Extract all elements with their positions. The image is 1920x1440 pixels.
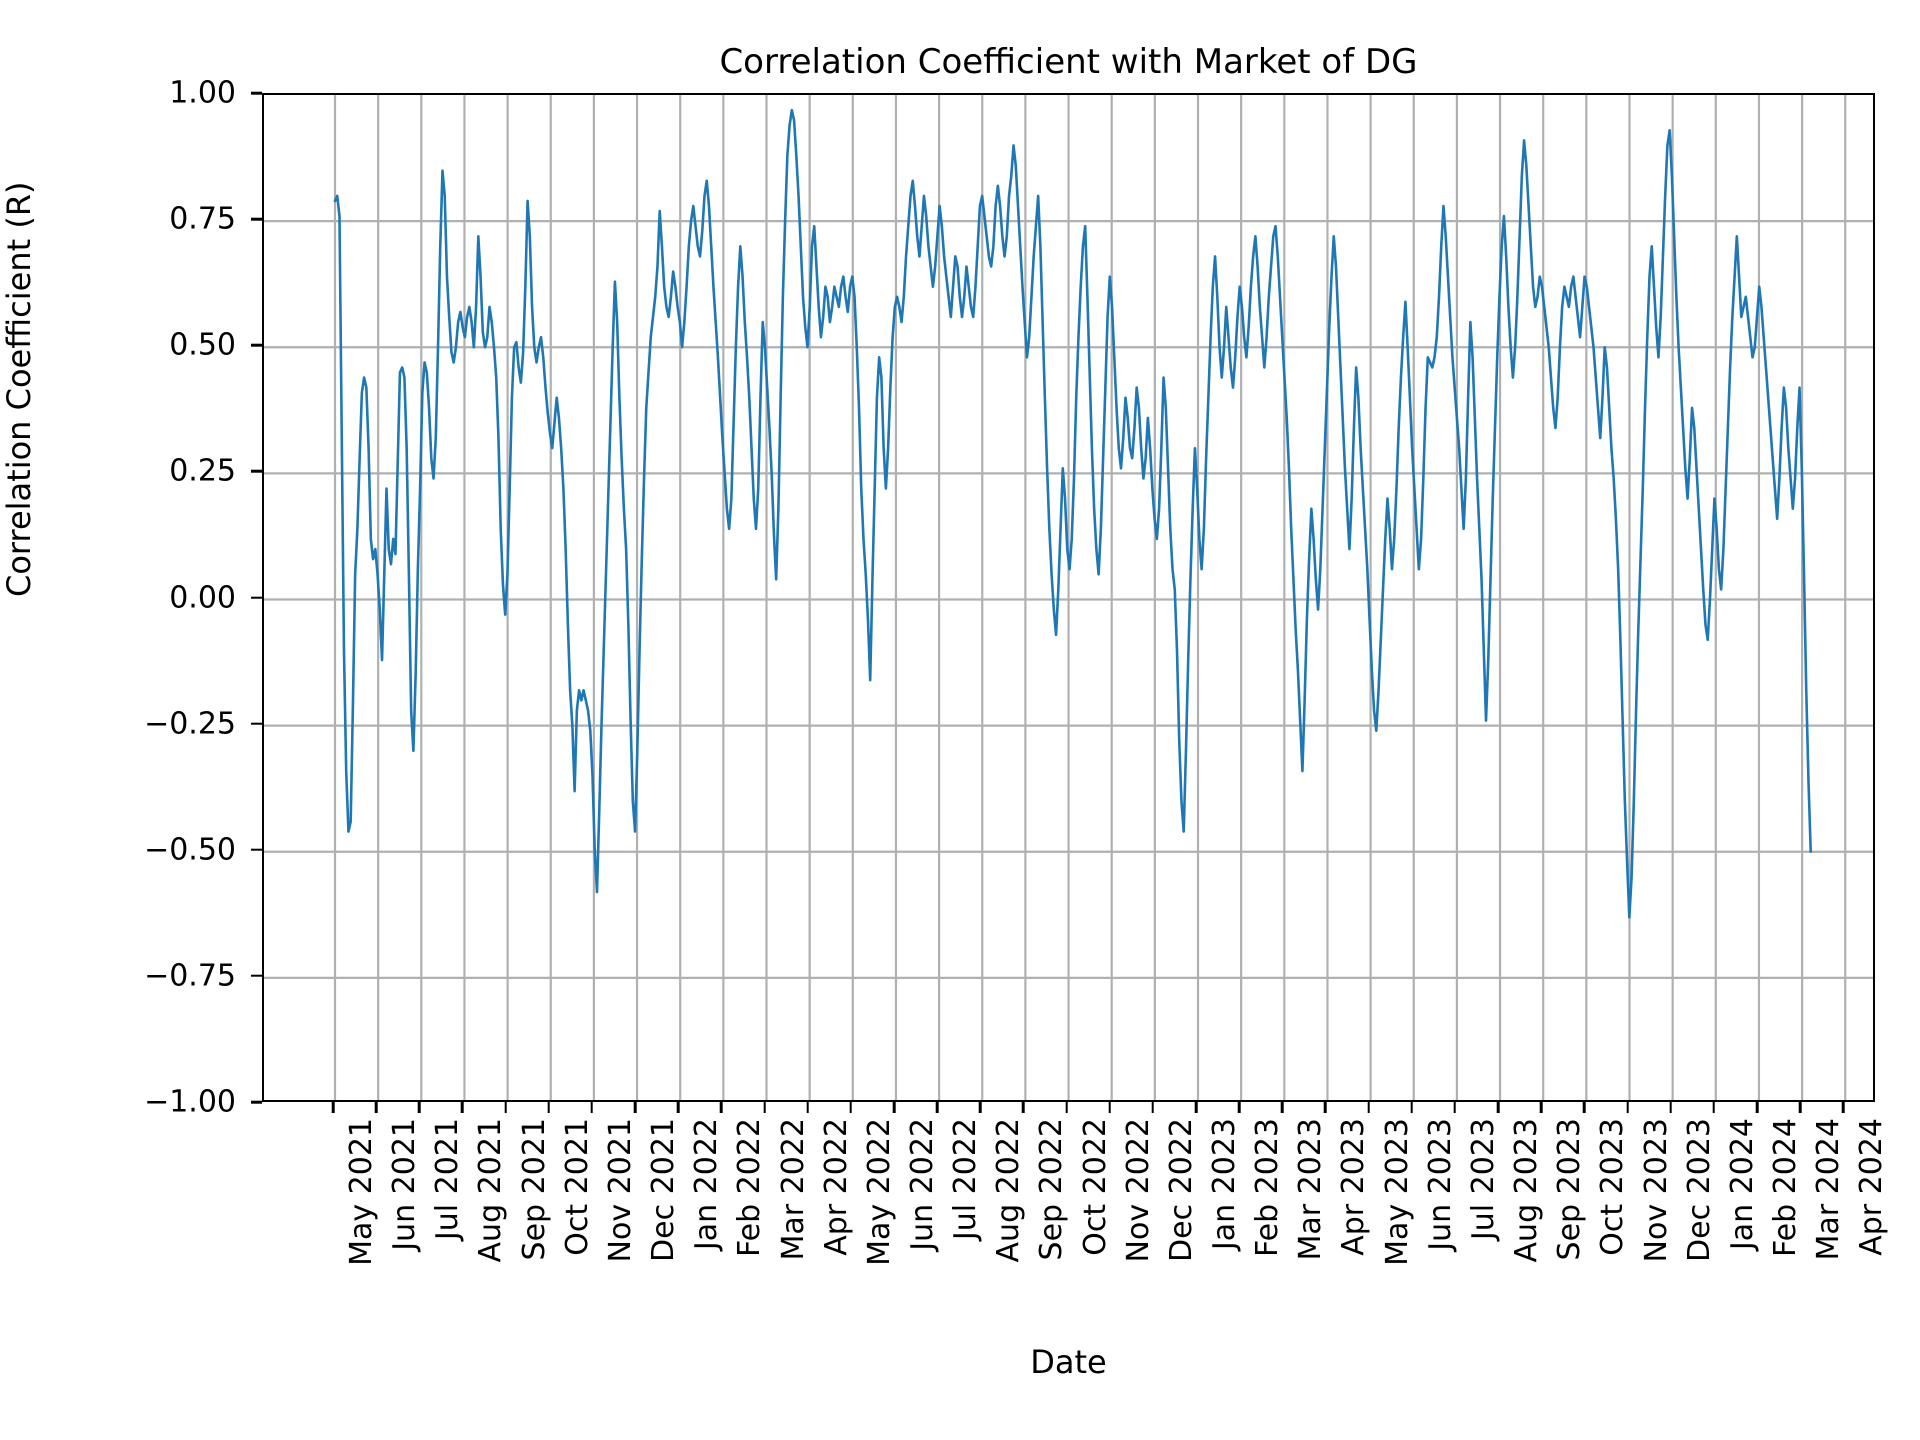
x-axis-tick-label: May 2022 [861,1118,897,1266]
x-axis-tick-mark [1841,1102,1845,1113]
x-axis-tick-label: Aug 2022 [991,1118,1027,1263]
x-axis-tick-label: Jan 2024 [1724,1118,1760,1251]
x-axis-tick-mark [374,1102,378,1113]
y-axis-tick-mark [251,974,262,978]
y-axis-tick-label: 0.00 [169,580,236,615]
y-axis-tick-mark [251,343,262,347]
x-axis-tick-mark [1194,1102,1198,1113]
x-axis-tick-mark [633,1102,637,1113]
x-axis-tick-label: Apr 2022 [818,1118,854,1256]
x-axis-tick-label: May 2021 [344,1118,379,1266]
x-axis-tick-label: May 2023 [1379,1118,1415,1266]
x-axis-tick-label: Jun 2021 [387,1118,423,1251]
x-axis-tick-mark [720,1102,723,1113]
x-axis-tick-label: Sep 2022 [1034,1118,1070,1261]
x-axis-tick-mark [1410,1102,1414,1113]
x-axis-tick-label: Dec 2022 [1163,1118,1199,1262]
x-axis-tick-mark [1151,1102,1155,1113]
x-axis-tick-mark [935,1102,939,1113]
x-axis-tick-label: Nov 2021 [602,1118,638,1263]
x-axis-tick-label: Sep 2023 [1552,1118,1588,1261]
x-axis-tick-label: Dec 2023 [1681,1118,1717,1262]
x-axis-tick-mark [1583,1102,1586,1113]
y-axis-tick-label: 0.25 [169,453,236,489]
x-axis-title: Date [1030,1343,1107,1381]
x-axis-tick-mark [1022,1102,1025,1113]
y-axis-tick-mark [251,1100,262,1104]
y-axis-tick-mark [251,217,262,221]
y-axis-tick-label: −0.50 [144,832,236,868]
x-axis-tick-mark [1108,1102,1111,1113]
x-axis-tick-label: Jun 2023 [1422,1118,1458,1251]
x-axis-tick-mark [978,1102,982,1113]
x-axis-tick-label: Sep 2021 [516,1118,552,1261]
y-axis-tick-label: −1.00 [144,1084,236,1120]
correlation-line-series [333,108,1813,919]
horizontal-gridlines [264,220,1873,979]
y-axis-tick-mark [251,470,262,473]
x-axis-tick-label: Aug 2023 [1509,1118,1545,1263]
x-axis-tick-mark [1798,1102,1802,1113]
x-axis-tick-label: Mar 2022 [775,1118,811,1261]
y-axis-tick-label: −0.25 [144,706,236,742]
plot-svg [264,95,1873,1100]
x-axis-tick-mark [849,1102,853,1113]
y-axis-tick-mark [251,596,262,599]
x-axis-tick-mark [806,1102,809,1113]
x-axis-tick-label: Oct 2022 [1077,1118,1113,1256]
y-axis-tick-label: −0.75 [144,958,236,994]
x-axis-tick-label: Feb 2023 [1250,1118,1286,1257]
x-axis-tick-mark [1626,1102,1629,1113]
x-axis-tick-mark [1237,1102,1241,1113]
x-axis-tick-label: Dec 2021 [646,1118,682,1262]
x-axis-tick-mark [1453,1102,1457,1113]
x-axis-tick-mark [1367,1102,1370,1113]
x-axis-tick-label: Jun 2022 [904,1118,940,1251]
y-axis-tick-labels: 1.00 0.75 0.50 0.25 0.00 −0.25 −0.50 −0.75 −1.00 [0,0,242,1440]
x-axis-tick-label: Mar 2024 [1811,1118,1847,1261]
x-axis-tick-mark [1281,1102,1284,1113]
y-axis-tick-label: 0.75 [169,201,236,237]
x-axis-tick-label: Mar 2023 [1293,1118,1329,1261]
x-axis-tick-mark [892,1102,896,1113]
x-axis-tick-mark [1496,1102,1500,1113]
y-axis-tick-mark [251,722,262,725]
chart-title: Correlation Coefficient with Market of D… [719,42,1418,82]
x-axis-tick-mark [1324,1102,1327,1113]
x-axis-tick-label: Jul 2021 [430,1118,466,1241]
x-axis-tick-label: Apr 2024 [1854,1118,1890,1256]
x-axis-tick-label: Oct 2023 [1595,1118,1631,1256]
x-axis-tick-mark [547,1102,551,1113]
y-axis-tick-label: 0.50 [169,327,236,363]
x-axis-tick-label: Jan 2023 [1207,1118,1242,1251]
x-axis-tick-mark [590,1102,594,1113]
x-axis-tick-label: Jan 2022 [689,1118,725,1251]
x-axis-tick-label: Nov 2022 [1120,1118,1156,1263]
x-axis-tick-mark [461,1102,464,1113]
x-axis-tick-label: Oct 2021 [559,1118,595,1256]
x-axis-tick-mark [504,1102,507,1113]
x-axis-tick-label: Apr 2023 [1336,1118,1372,1256]
x-axis-tick-label: Jul 2022 [948,1118,984,1241]
x-axis-tick-label: Jul 2023 [1465,1118,1501,1241]
x-axis-tick-mark [1539,1102,1543,1113]
x-axis-tick-label: Feb 2022 [732,1118,768,1257]
x-axis-tick-mark [1669,1102,1672,1113]
x-axis-tick-label: Nov 2023 [1638,1118,1674,1263]
x-axis-tick-mark [763,1102,766,1113]
y-axis-tick-mark [251,91,262,95]
x-axis-tick-mark [418,1102,421,1113]
y-axis-tick-label: 1.00 [169,75,236,111]
x-axis-tick-label: Aug 2021 [473,1118,509,1263]
vertical-gridlines [333,95,1847,1100]
x-axis-tick-mark [1712,1102,1716,1113]
plot-area [262,93,1875,1102]
x-axis-tick-mark [1065,1102,1068,1113]
x-axis-tick-mark [331,1102,335,1113]
y-axis-tick-mark [251,848,262,852]
x-axis-tick-label: Feb 2024 [1767,1118,1803,1257]
x-axis-tick-mark [676,1102,680,1113]
x-axis-tick-mark [1755,1102,1759,1113]
